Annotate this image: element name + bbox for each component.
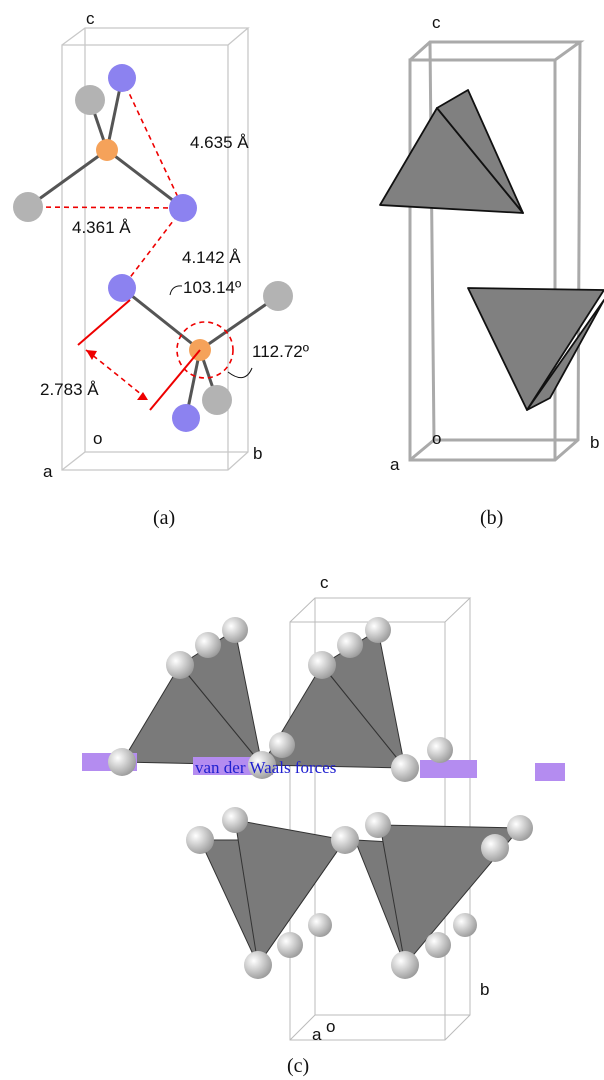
atom (308, 651, 336, 679)
atom (263, 281, 293, 311)
label: c (432, 13, 441, 32)
annotation-curve (170, 286, 182, 295)
figure: c 4.635 Å 4.361 Å 4.142 Å 103.14º 112.72… (0, 0, 604, 1080)
atom (108, 274, 136, 302)
atom (108, 64, 136, 92)
atom (453, 913, 477, 937)
label: 112.72º (252, 342, 309, 361)
panel-c: van der Waals forces c a o b (c) (82, 573, 565, 1077)
label: 4.361 Å (72, 218, 131, 237)
atom (195, 632, 221, 658)
label: 2.783 Å (40, 380, 99, 399)
atom (222, 617, 248, 643)
atom (427, 737, 453, 763)
atom (108, 748, 136, 776)
atom (308, 913, 332, 937)
label: o (93, 429, 102, 448)
atom (13, 192, 43, 222)
label: a (390, 455, 400, 474)
atom (186, 826, 214, 854)
group (108, 617, 533, 979)
atom (277, 932, 303, 958)
atom (96, 139, 118, 161)
atom (425, 932, 451, 958)
atom (481, 834, 509, 862)
label: (b) (480, 507, 503, 529)
label: (a) (153, 507, 175, 529)
label: b (480, 980, 489, 999)
line (122, 78, 183, 208)
line (107, 150, 183, 208)
atom (202, 385, 232, 415)
atom (169, 194, 197, 222)
atom (75, 85, 105, 115)
atom (365, 812, 391, 838)
atom (507, 815, 533, 841)
label: (c) (287, 1055, 309, 1077)
layer-band (535, 763, 565, 781)
label: a (312, 1025, 322, 1044)
label: c (320, 573, 329, 592)
label: b (590, 433, 599, 452)
line (28, 207, 183, 208)
label: a (43, 462, 53, 481)
label: c (86, 9, 95, 28)
atom (172, 404, 200, 432)
line (122, 288, 200, 350)
label: b (253, 444, 262, 463)
polyhedron-face (468, 288, 604, 410)
atom (269, 732, 295, 758)
atom (337, 632, 363, 658)
atom (166, 651, 194, 679)
line (410, 440, 434, 460)
panel-a: c 4.635 Å 4.361 Å 4.142 Å 103.14º 112.72… (13, 9, 309, 529)
atom (391, 951, 419, 979)
line (62, 452, 85, 470)
line (122, 208, 183, 288)
label: van der Waals forces (195, 758, 336, 777)
atom (365, 617, 391, 643)
atom (244, 951, 272, 979)
polyhedron-face (86, 350, 97, 360)
atom (222, 807, 248, 833)
label: 103.14º (183, 278, 241, 297)
line (78, 300, 130, 345)
label: o (432, 429, 441, 448)
label: 4.142 Å (182, 248, 241, 267)
atom (331, 826, 359, 854)
atom (391, 754, 419, 782)
layer-band (420, 760, 477, 778)
label: o (326, 1017, 335, 1036)
label: 4.635 Å (190, 133, 249, 152)
panel-b: c o a b (b) (380, 13, 604, 529)
